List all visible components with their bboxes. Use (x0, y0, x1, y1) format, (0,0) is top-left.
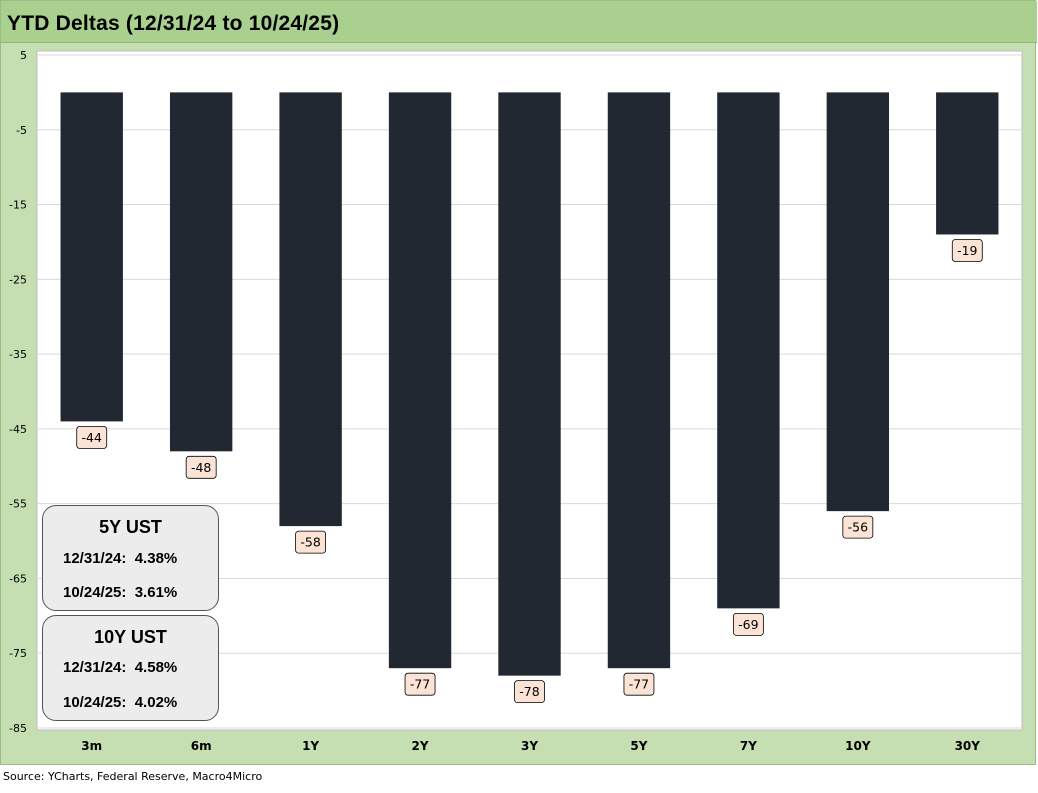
bar-10Y (826, 92, 890, 512)
data-label: -77 (623, 672, 655, 696)
x-tick-label: 6m (191, 739, 212, 753)
data-label-text: -77 (629, 677, 649, 692)
bar-2Y (388, 92, 452, 669)
bar-1Y (279, 92, 342, 527)
x-tick-label: 10Y (845, 739, 871, 753)
data-label-box (404, 672, 436, 696)
data-label-text: -56 (848, 520, 868, 535)
data-label: -69 (732, 612, 764, 636)
source-note: Source: YCharts, Federal Reserve, Macro4… (3, 770, 263, 783)
bar-7Y (717, 92, 780, 609)
x-tick-label: 5Y (630, 739, 647, 753)
info-box-row: 10/24/25: 3.61% (63, 584, 178, 601)
data-label-text: -48 (191, 460, 211, 475)
data-label-text: -58 (300, 535, 320, 550)
data-label-box (514, 680, 545, 704)
bar-3m (60, 92, 123, 422)
data-label: -44 (76, 426, 108, 449)
x-tick-label: 3m (81, 739, 102, 753)
x-axis-tick-labels: 3m 6m 1Y 2Y 3Y 5Y 7Y 10Y 30Y (81, 739, 980, 753)
bars (60, 92, 999, 676)
data-label-text: -78 (519, 684, 539, 699)
info-box-10y-ust: 10Y UST 12/31/24: 4.58% 10/24/25: 4.02% (42, 615, 219, 721)
y-tick-label: -35 (9, 348, 27, 361)
data-label-text: -69 (738, 617, 758, 632)
y-tick-label: -55 (9, 498, 27, 511)
data-label-box (732, 612, 764, 636)
data-label: -58 (295, 530, 327, 554)
data-label-box (185, 455, 217, 479)
data-label-text: -77 (410, 677, 430, 692)
y-tick-label: -65 (9, 572, 27, 585)
x-tick-label: 7Y (740, 739, 757, 753)
data-label: -77 (404, 672, 436, 696)
y-tick-label: 5 (20, 49, 27, 62)
info-box-row: 12/31/24: 4.58% (63, 659, 178, 676)
info-box-row: 10/24/25: 4.02% (63, 694, 178, 711)
info-box-title: 10Y UST (94, 627, 167, 647)
data-label-box (951, 239, 983, 262)
chart-title: YTD Deltas (12/31/24 to 10/24/25) (7, 12, 340, 35)
info-box-row: 12/31/24: 4.38% (63, 550, 178, 567)
y-tick-label: -25 (9, 273, 27, 286)
info-box-title: 5Y UST (99, 517, 162, 537)
data-label-box (842, 515, 874, 539)
data-label-text: -19 (957, 243, 977, 258)
x-tick-label: 1Y (302, 739, 319, 753)
y-tick-label: -75 (9, 647, 27, 660)
x-tick-label: 30Y (955, 739, 981, 753)
y-tick-label: -45 (9, 423, 27, 436)
y-axis-tick-labels: 5 -5 -15 -25 -35 -45 -55 -65 -75 -85 (9, 49, 27, 735)
data-label: -78 (514, 680, 545, 704)
data-label-box (623, 672, 655, 696)
y-tick-label: -5 (16, 124, 27, 137)
data-label: -19 (951, 239, 983, 262)
data-label-box (76, 426, 108, 449)
info-box-5y-ust: 5Y UST 12/31/24: 4.38% 10/24/25: 3.61% (42, 505, 219, 611)
x-tick-label: 2Y (412, 739, 429, 753)
bar-6m (169, 92, 233, 452)
data-labels: -44 -48 -58 -77 -78 -77 -69 -56 -19 (76, 239, 983, 704)
bar-30Y (936, 92, 999, 235)
x-tick-label: 3Y (521, 739, 538, 753)
bar-3Y (498, 92, 561, 676)
title-bar: YTD Deltas (12/31/24 to 10/24/25) (1, 1, 1037, 43)
data-label: -56 (842, 515, 874, 539)
y-tick-label: -85 (9, 722, 27, 735)
data-label-box (295, 530, 327, 554)
bar-5Y (607, 92, 671, 669)
data-label: -48 (185, 455, 217, 479)
data-label-text: -44 (82, 430, 102, 445)
y-tick-label: -15 (9, 199, 27, 212)
